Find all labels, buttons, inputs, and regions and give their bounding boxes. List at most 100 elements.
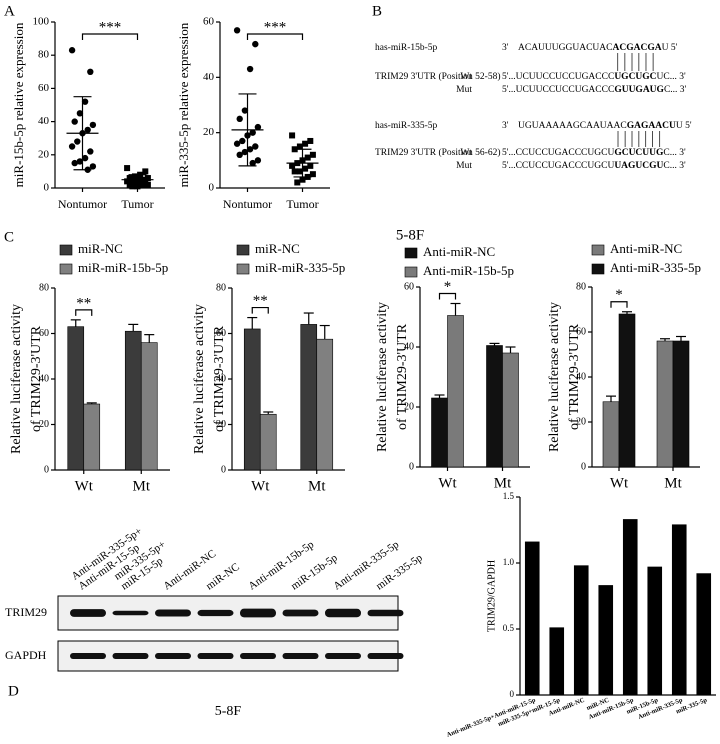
bar: [259, 413, 277, 471]
data-point: [249, 129, 256, 136]
wt-label: Wt: [460, 148, 472, 158]
y-axis-label: Relative luciferase activity: [375, 302, 390, 452]
significance-label: *: [444, 279, 452, 295]
sequence-part: UGUAAAAAGCAAUAAC: [518, 121, 627, 131]
data-point: [87, 68, 94, 76]
panel-label: D: [8, 683, 19, 699]
sequence: ACAUUUGGUACUACACGACGAU 5': [518, 43, 678, 53]
data-point: [307, 137, 314, 144]
y-axis-label: of TRIM29-3'UTR: [29, 325, 44, 432]
blot-caption: 5-8F: [215, 704, 242, 719]
y-tick-label: 40: [38, 115, 50, 127]
trim29-band: [282, 609, 319, 617]
trim29-band: [240, 608, 276, 618]
sequence-part: C... 3': [663, 148, 686, 158]
data-point: [89, 121, 97, 129]
data-point: [254, 123, 262, 131]
bar: [602, 401, 620, 468]
significance-label: **: [253, 293, 268, 309]
data-point: [144, 181, 151, 188]
gapdh-band: [155, 653, 191, 659]
x-tick-label: Tumor: [286, 197, 318, 211]
data-point: [289, 162, 296, 169]
bar: [502, 352, 519, 468]
y-tick-label: 80: [576, 281, 586, 292]
data-point: [296, 168, 303, 175]
sequence: 5'...UCUUCCUCCUGACCCUGCUGCUC... 3': [502, 72, 686, 82]
sequence: 5'...CCUCCUGACCCUGCUGCUCUUGC... 3': [502, 148, 686, 158]
data-point: [74, 138, 81, 145]
sequence-part: GCUCUUG: [614, 148, 664, 158]
sequence-part: UC... 3': [657, 72, 686, 82]
wt-label: Wt: [460, 72, 472, 82]
sequence-part: ACGACGA: [612, 43, 661, 53]
data-point: [233, 27, 241, 34]
y-tick-label: 20: [38, 148, 50, 160]
bar: [696, 573, 712, 696]
bar: [316, 338, 334, 471]
bar: [622, 519, 638, 696]
sequence-part: 5'...CCUCCUGACCCUGCU: [502, 161, 614, 171]
sequence-part: U 5': [676, 121, 692, 131]
x-tick-label: Nontumor: [58, 197, 107, 211]
data-point: [241, 107, 249, 114]
bar: [598, 585, 614, 696]
significance-bracket: [610, 301, 628, 308]
x-tick-label: Mt: [664, 475, 682, 491]
legend-label: Anti-miR-NC: [610, 241, 682, 256]
data-point: [239, 137, 246, 145]
gapdh-band: [70, 653, 106, 659]
y-axis-label: of TRIM29-3'UTR: [567, 323, 582, 430]
sequence-part: UGCUGC: [614, 72, 656, 82]
y-tick-label: 0: [221, 464, 226, 475]
bar: [656, 340, 674, 468]
legend-label: Anti-miR-NC: [423, 244, 495, 259]
bar: [671, 524, 687, 696]
y-tick-label: 20: [39, 419, 49, 430]
data-point: [81, 98, 89, 105]
bar: [618, 313, 636, 468]
y-tick-label: 80: [38, 49, 50, 61]
data-point: [76, 110, 84, 117]
bar: [486, 345, 503, 468]
bar: [67, 326, 85, 471]
significance-label: ***: [264, 19, 287, 35]
trim29-band: [367, 609, 404, 617]
seq-end: 3': [502, 43, 509, 53]
panel-label: C: [4, 229, 14, 245]
data-point: [294, 179, 301, 186]
y-axis-label: of TRIM29-3'UTR: [212, 325, 227, 432]
data-point: [142, 168, 149, 175]
y-tick-label: 20: [216, 419, 226, 430]
x-tick-label: Wt: [251, 478, 270, 494]
y-tick-label: 60: [38, 82, 50, 94]
data-point: [144, 175, 151, 182]
significance-bracket: [246, 33, 304, 40]
legend-swatch: [591, 263, 605, 275]
significance-bracket: [438, 292, 457, 300]
data-point: [81, 154, 89, 162]
data-point: [126, 175, 133, 182]
bar: [447, 315, 464, 468]
data-point: [299, 176, 306, 183]
y-tick-label: 20: [576, 416, 586, 427]
sequence-part: ACAUUUGGUACUAC: [518, 43, 612, 53]
y-tick-label: 0: [409, 461, 414, 472]
gapdh-band: [367, 653, 404, 659]
data-point: [134, 183, 141, 190]
data-point: [76, 158, 84, 165]
y-tick-label: 40: [39, 373, 49, 384]
data-point: [291, 168, 298, 175]
y-tick-label: 60: [576, 326, 586, 337]
trim29-band: [112, 610, 149, 616]
data-point: [87, 148, 94, 155]
y-tick-label: 60: [203, 16, 215, 28]
gapdh-band: [197, 653, 234, 659]
legend-swatch: [236, 244, 250, 256]
x-tick-label: Nontumor: [223, 197, 272, 211]
data-point: [309, 171, 316, 178]
y-tick-label: 0: [209, 182, 215, 194]
y-tick-label: 0: [44, 464, 49, 475]
x-tick-label: Mt: [494, 475, 512, 491]
